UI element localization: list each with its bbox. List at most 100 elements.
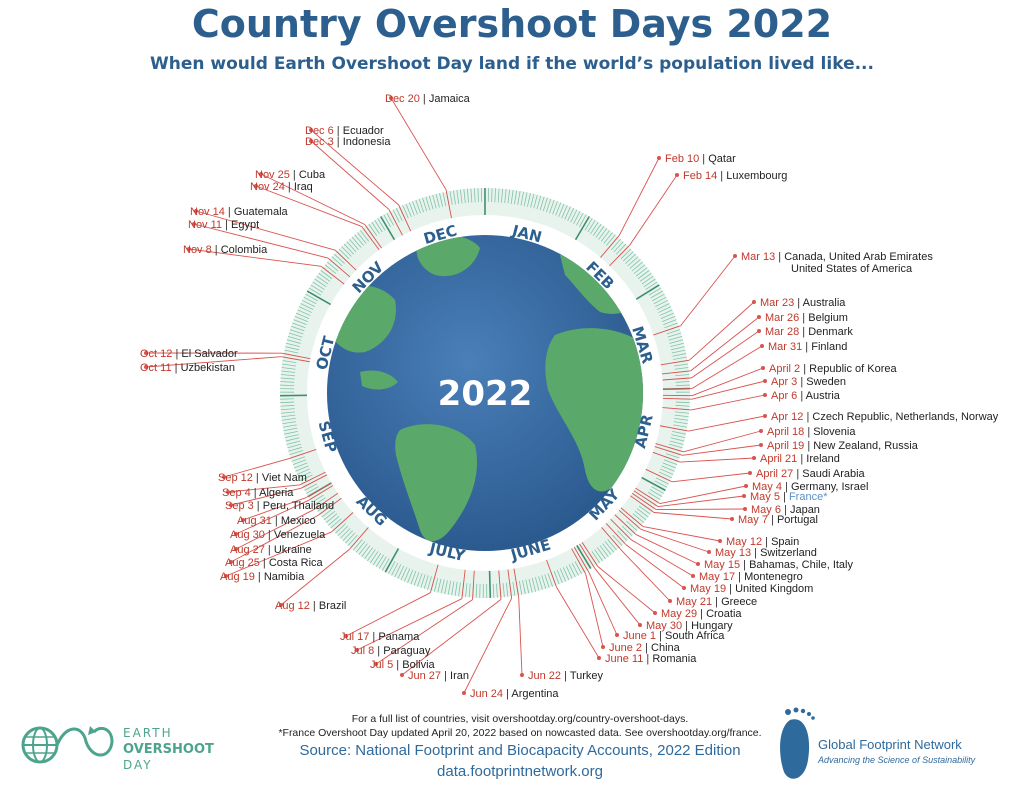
leader-line xyxy=(280,549,350,606)
leader-dot xyxy=(144,365,148,369)
leader-dot xyxy=(615,633,619,637)
leader-dot xyxy=(187,247,191,251)
leader-line xyxy=(643,526,721,542)
day-tick xyxy=(496,583,498,598)
date-marker xyxy=(620,507,644,527)
day-tick xyxy=(313,497,326,506)
logo-line-3: DAY xyxy=(123,758,153,772)
leader-dot xyxy=(763,379,767,383)
country-label: Mar 28 | Denmark xyxy=(765,326,853,338)
day-tick xyxy=(284,430,298,435)
date-marker xyxy=(349,527,369,550)
leader-line xyxy=(345,592,431,637)
date-marker xyxy=(579,543,596,569)
date-marker xyxy=(513,568,520,598)
day-tick xyxy=(283,427,298,432)
date-marker xyxy=(600,235,620,258)
day-tick xyxy=(324,264,337,274)
leader-dot xyxy=(759,443,763,447)
day-tick xyxy=(383,214,392,228)
day-tick xyxy=(420,574,426,588)
country-label: Apr 12 | Czech Republic, Netherlands, No… xyxy=(771,411,999,423)
leader-line xyxy=(618,157,660,236)
leader-line xyxy=(225,531,332,577)
day-tick xyxy=(291,456,306,462)
country-label: Jun 22 | Turkey xyxy=(528,670,604,682)
country-label: May 29 | Croatia xyxy=(661,608,742,620)
day-tick xyxy=(647,491,661,500)
day-tick xyxy=(662,316,676,322)
leader-lines xyxy=(144,96,767,695)
date-marker xyxy=(299,471,326,486)
day-tick xyxy=(674,418,689,421)
day-tick xyxy=(368,223,378,236)
leader-dot xyxy=(234,547,238,551)
date-marker xyxy=(498,570,502,600)
date-marker xyxy=(364,224,382,249)
day-tick xyxy=(459,189,463,204)
day-tick xyxy=(369,551,379,564)
leader-line xyxy=(680,255,736,326)
country-label: April 18 | Slovenia xyxy=(767,426,856,438)
date-marker xyxy=(327,257,351,278)
date-marker xyxy=(659,425,689,432)
leader-line xyxy=(235,500,309,535)
day-tick xyxy=(659,309,673,316)
day-tick xyxy=(526,193,531,207)
day-tick xyxy=(523,192,528,207)
day-tick xyxy=(652,293,665,302)
day-tick xyxy=(525,579,530,594)
country-label: May 19 | United Kingdom xyxy=(690,583,813,595)
day-tick xyxy=(328,515,340,526)
leader-line xyxy=(629,174,678,246)
day-tick xyxy=(536,195,542,210)
day-tick xyxy=(604,541,615,553)
country-label: Aug 12 | Brazil xyxy=(275,600,346,612)
day-tick xyxy=(631,261,643,272)
day-tick xyxy=(282,424,297,428)
day-tick xyxy=(391,562,399,576)
day-tick xyxy=(590,221,599,235)
day-tick xyxy=(675,401,690,404)
leader-dot xyxy=(653,611,657,615)
country-label: May 4 | Germany, Israel xyxy=(752,481,868,493)
leader-dot xyxy=(462,691,466,695)
date-marker xyxy=(573,546,590,573)
day-tick xyxy=(282,363,296,367)
day-tick xyxy=(541,575,547,589)
day-tick xyxy=(561,205,568,219)
leader-dot xyxy=(691,574,695,578)
source-url[interactable]: data.footprintnetwork.org xyxy=(437,763,603,780)
leader-dot xyxy=(743,507,747,511)
day-tick xyxy=(617,530,628,542)
day-tick xyxy=(280,404,295,407)
day-tick xyxy=(674,414,689,418)
day-tick xyxy=(295,465,309,472)
country-label: May 7 | Portugal xyxy=(738,514,818,526)
country-label: Sep 4 | Algeria xyxy=(222,487,294,499)
day-tick xyxy=(432,194,437,209)
leader-dot xyxy=(374,662,378,666)
leader-line xyxy=(230,514,319,563)
country-label: Nov 14 | Guatemala xyxy=(190,206,289,218)
day-tick xyxy=(354,234,364,246)
day-tick xyxy=(388,561,396,575)
leader-line xyxy=(588,571,618,636)
day-tick xyxy=(528,578,533,593)
country-label: Sep 12 | Viet Nam xyxy=(218,472,307,484)
day-tick xyxy=(296,468,310,475)
day-tick xyxy=(320,270,333,280)
leader-dot xyxy=(763,393,767,397)
day-tick xyxy=(497,188,500,203)
day-tick xyxy=(512,581,516,596)
day-tick xyxy=(565,565,573,579)
day-tick xyxy=(661,465,675,472)
day-tick xyxy=(468,583,471,598)
month-divider xyxy=(488,570,492,598)
day-tick xyxy=(517,190,521,205)
day-tick xyxy=(675,374,690,377)
day-tick xyxy=(598,227,608,240)
day-tick xyxy=(284,434,299,439)
leader-dot xyxy=(355,648,359,652)
